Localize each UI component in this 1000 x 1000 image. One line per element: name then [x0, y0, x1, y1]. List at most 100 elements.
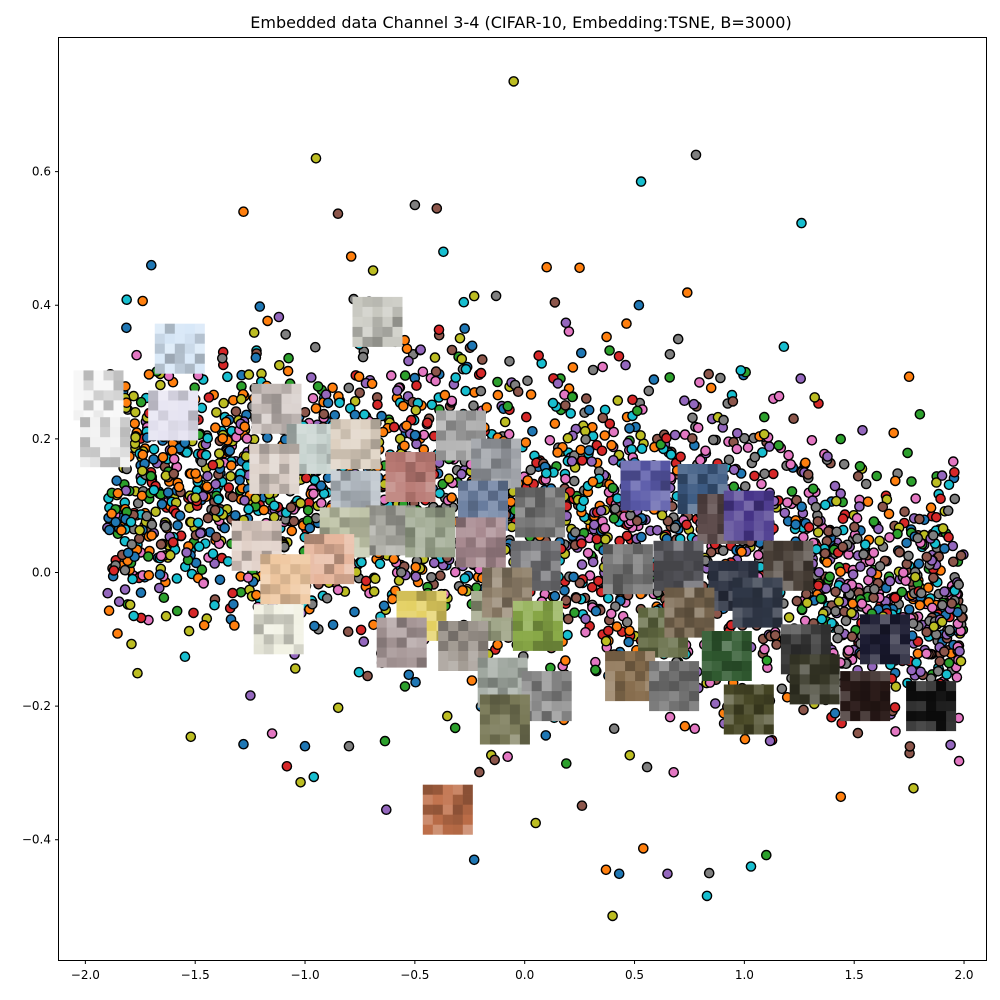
data-point [868, 516, 880, 527]
data-point [562, 432, 574, 444]
data-point [740, 481, 751, 492]
data-point [164, 549, 176, 561]
data-point [587, 364, 599, 376]
data-point [207, 459, 219, 471]
data-point [456, 468, 467, 480]
data-point [613, 350, 625, 362]
data-point [142, 551, 154, 562]
data-point [903, 550, 914, 562]
data-point [955, 550, 967, 561]
data-point [504, 355, 515, 367]
image-thumbnail [512, 600, 563, 651]
data-point [692, 422, 704, 434]
x-tick-label: 1.5 [845, 968, 864, 982]
data-point [611, 621, 623, 632]
data-point [190, 492, 201, 504]
data-point [860, 539, 871, 550]
data-point [443, 473, 455, 485]
data-point [309, 620, 320, 632]
data-point [250, 493, 261, 504]
data-point [934, 656, 946, 667]
data-point [759, 411, 770, 423]
data-point [636, 443, 648, 455]
data-point [273, 311, 285, 323]
data-point [145, 259, 157, 271]
data-point [198, 620, 210, 631]
data-point [446, 492, 458, 504]
image-thumbnail [732, 577, 783, 628]
data-point [578, 495, 590, 507]
data-point [459, 323, 471, 334]
data-point [868, 592, 879, 604]
data-point [388, 421, 400, 433]
data-point [399, 681, 411, 692]
data-point [415, 344, 427, 356]
data-point [286, 525, 298, 537]
data-point [953, 579, 965, 590]
data-point [778, 341, 790, 353]
data-point [137, 295, 148, 307]
data-point [862, 496, 874, 508]
data-point [209, 504, 221, 516]
data-point [211, 407, 222, 418]
data-point [533, 350, 545, 361]
data-point [475, 367, 487, 379]
data-point [134, 525, 145, 536]
data-point [937, 599, 948, 611]
data-point [102, 587, 113, 599]
data-point [268, 511, 280, 523]
data-point [902, 447, 913, 459]
data-point [450, 372, 462, 383]
image-thumbnail [260, 554, 311, 605]
data-point [586, 456, 598, 467]
data-point [689, 723, 701, 735]
data-point [403, 669, 415, 681]
data-point [613, 868, 625, 880]
data-point [181, 547, 192, 558]
image-thumbnail [352, 296, 403, 347]
data-point [190, 468, 201, 479]
data-point [749, 451, 761, 463]
data-point [939, 543, 950, 554]
data-point [395, 567, 407, 578]
data-point [379, 735, 391, 747]
data-point [809, 392, 821, 403]
image-thumbnail [649, 661, 700, 712]
data-point [894, 547, 905, 558]
data-point [560, 400, 571, 411]
data-point [593, 575, 604, 587]
data-point [715, 372, 726, 384]
data-point [281, 761, 293, 772]
data-point [576, 800, 588, 812]
data-point [391, 385, 403, 396]
data-point [927, 602, 938, 614]
data-point [739, 733, 751, 745]
data-point [540, 730, 552, 741]
data-point [571, 592, 582, 604]
data-point [466, 340, 478, 352]
data-point [800, 457, 811, 469]
data-point [460, 363, 472, 375]
data-point [914, 513, 925, 525]
data-point [795, 373, 807, 384]
data-point [871, 470, 883, 482]
data-point [254, 301, 266, 312]
data-point [148, 443, 160, 455]
data-point [928, 572, 939, 584]
data-point [173, 481, 185, 493]
data-point [342, 626, 354, 638]
data-point [403, 355, 414, 367]
data-point [238, 738, 249, 750]
data-point [567, 362, 579, 373]
data-point [146, 519, 158, 530]
data-point [771, 639, 782, 650]
data-point [682, 287, 693, 298]
data-point [171, 605, 183, 617]
data-point [148, 484, 160, 496]
data-point [168, 453, 180, 465]
data-point [643, 385, 655, 397]
data-point [607, 482, 619, 494]
data-point [603, 625, 614, 637]
data-point [544, 434, 556, 446]
data-point [679, 720, 691, 732]
